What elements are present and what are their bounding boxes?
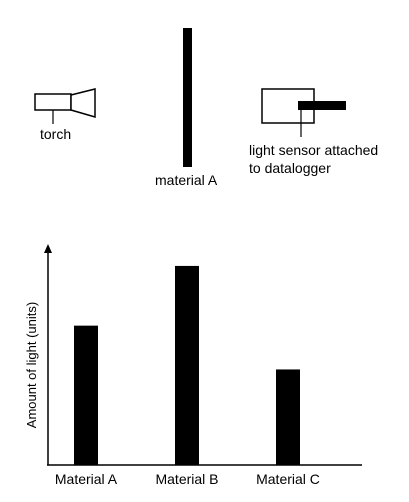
material-a-sheet xyxy=(183,28,192,167)
y-axis-arrow xyxy=(44,244,52,253)
material-label: material A xyxy=(155,172,218,188)
torch-icon xyxy=(34,88,96,118)
sensor-label-line2: to datalogger xyxy=(249,160,331,176)
y-axis-title: Amount of light (units) xyxy=(24,301,39,429)
torch-label: torch xyxy=(40,126,72,142)
x-tick-label: Material A xyxy=(54,471,118,487)
x-tick-label: Material B xyxy=(155,471,219,487)
bar-material-a xyxy=(74,325,98,465)
bars-group xyxy=(74,265,300,465)
x-tick-label: Material C xyxy=(256,471,320,487)
bar-material-b xyxy=(175,265,199,465)
bar-material-c xyxy=(276,369,300,465)
sensor-label-line1: light sensor attached xyxy=(249,142,379,158)
light-sensor-icon xyxy=(261,88,346,137)
setup-diagram xyxy=(34,28,346,167)
